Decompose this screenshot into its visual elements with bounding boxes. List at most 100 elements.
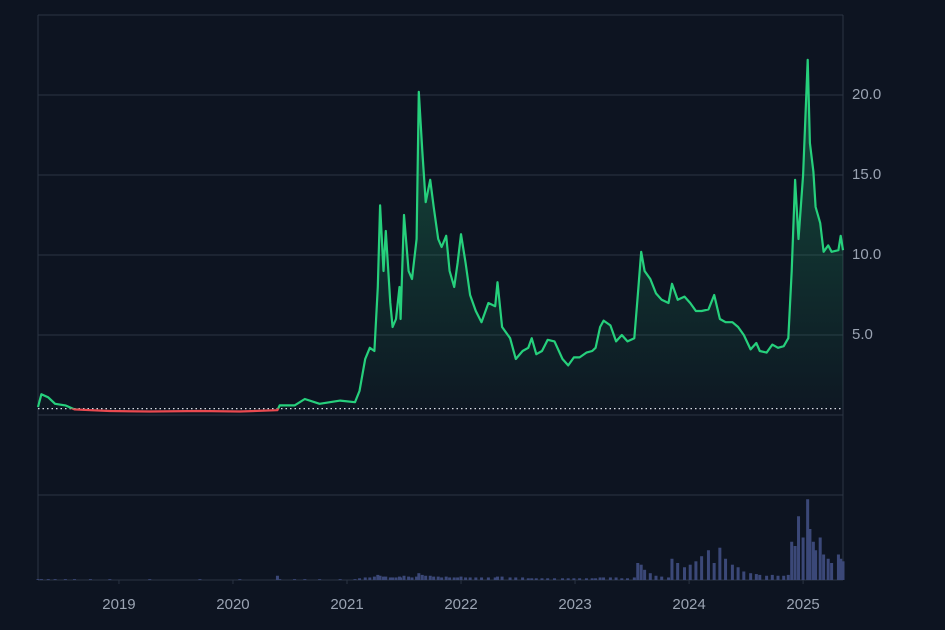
volume-bar [338, 579, 342, 580]
volume-bar [53, 579, 57, 580]
volume-bar [318, 579, 322, 580]
price-area [38, 59, 843, 409]
volume-bar [521, 577, 525, 580]
volume-bar [706, 550, 710, 580]
volume-bar [440, 577, 444, 580]
volume-bar [508, 577, 512, 580]
volume-bar [648, 573, 652, 580]
volume-bar [459, 576, 463, 580]
volume-bar [553, 578, 557, 580]
volume-bar [620, 578, 624, 580]
volume-bar [420, 574, 424, 580]
volume-bar [468, 577, 472, 580]
x-tick-label: 2023 [558, 596, 591, 613]
volume-bar [500, 576, 504, 580]
volume-bar [776, 575, 780, 580]
volume-bar [39, 579, 43, 580]
volume-bar [372, 576, 376, 580]
volume-bar [36, 579, 40, 580]
volume-bar [694, 561, 698, 580]
volume-bar [415, 576, 419, 580]
volume-bar [598, 577, 602, 580]
volume-bar [841, 561, 845, 580]
volume-bar [625, 578, 629, 580]
volume-bar [514, 577, 518, 580]
volume-bar [590, 578, 594, 580]
x-tick-label: 2025 [786, 596, 819, 613]
volume-bar [391, 577, 395, 580]
volume-bar [712, 563, 716, 580]
volume-bar [566, 578, 570, 580]
volume-bar [826, 558, 830, 580]
volume-bar [724, 558, 728, 580]
volume-bar [452, 577, 456, 580]
volume-bar [736, 567, 740, 580]
volume-bar [670, 558, 674, 580]
volume-bar [428, 575, 432, 580]
volume-bar [749, 573, 753, 580]
volume-bar [399, 577, 403, 580]
volume-bar [278, 579, 282, 580]
volume-bar [808, 529, 812, 580]
volume-bar [718, 547, 722, 580]
volume-bar [561, 578, 565, 580]
volume-bar [72, 579, 76, 580]
volume-bar [636, 563, 640, 580]
volume-bar [410, 577, 414, 580]
volume-bar [797, 516, 801, 580]
volume-bar [614, 577, 618, 580]
volume-bar [448, 577, 452, 580]
x-tick-label: 2019 [102, 596, 135, 613]
volume-bar [602, 577, 606, 580]
volume-bar [730, 564, 734, 580]
volume-bar [572, 578, 576, 580]
volume-bar [836, 554, 840, 580]
volume-bar [526, 578, 530, 580]
y-tick-label: 10.0 [852, 246, 881, 263]
volume-bar [486, 577, 490, 580]
volume-bar [148, 579, 152, 580]
volume-bar [660, 576, 664, 580]
volume-bar [436, 576, 440, 580]
volume-bar [676, 563, 680, 580]
volume-bar [608, 577, 612, 580]
volume-bar [530, 578, 534, 580]
volume-bar [818, 537, 822, 580]
volume-bar [534, 578, 538, 580]
volume-bar [108, 579, 112, 580]
volume-bar [632, 577, 636, 580]
y-tick-label: 15.0 [852, 166, 881, 183]
volume-bar [540, 578, 544, 580]
volume-bar [806, 499, 810, 580]
volume-bar [394, 577, 398, 580]
volume-bar [417, 573, 421, 580]
volume-bar [683, 567, 687, 580]
volume-bar [303, 579, 307, 580]
volume-bar [639, 564, 643, 580]
volume-bar [754, 574, 758, 580]
volume-bar [643, 569, 647, 580]
volume-bar [456, 577, 460, 580]
volume-bar [275, 575, 279, 580]
x-tick-label: 2020 [216, 596, 249, 613]
volume-bar [496, 576, 500, 580]
volume-bar [368, 577, 372, 580]
volume-bar [238, 579, 242, 580]
volume-bar [384, 576, 388, 580]
volume-bar [700, 556, 704, 580]
volume-bar [88, 579, 92, 580]
volume-bar [480, 577, 484, 580]
volume-bar [811, 541, 815, 580]
volume-bar [464, 577, 468, 580]
volume-bar [594, 578, 598, 580]
volume-bar [293, 579, 297, 580]
volume-bar [424, 575, 428, 580]
volume-bar [786, 574, 790, 580]
volume-bar [363, 577, 367, 580]
volume-bar [432, 576, 436, 580]
volume-bar [814, 550, 818, 580]
volume-bar [654, 575, 658, 580]
volume-bar [376, 574, 380, 580]
